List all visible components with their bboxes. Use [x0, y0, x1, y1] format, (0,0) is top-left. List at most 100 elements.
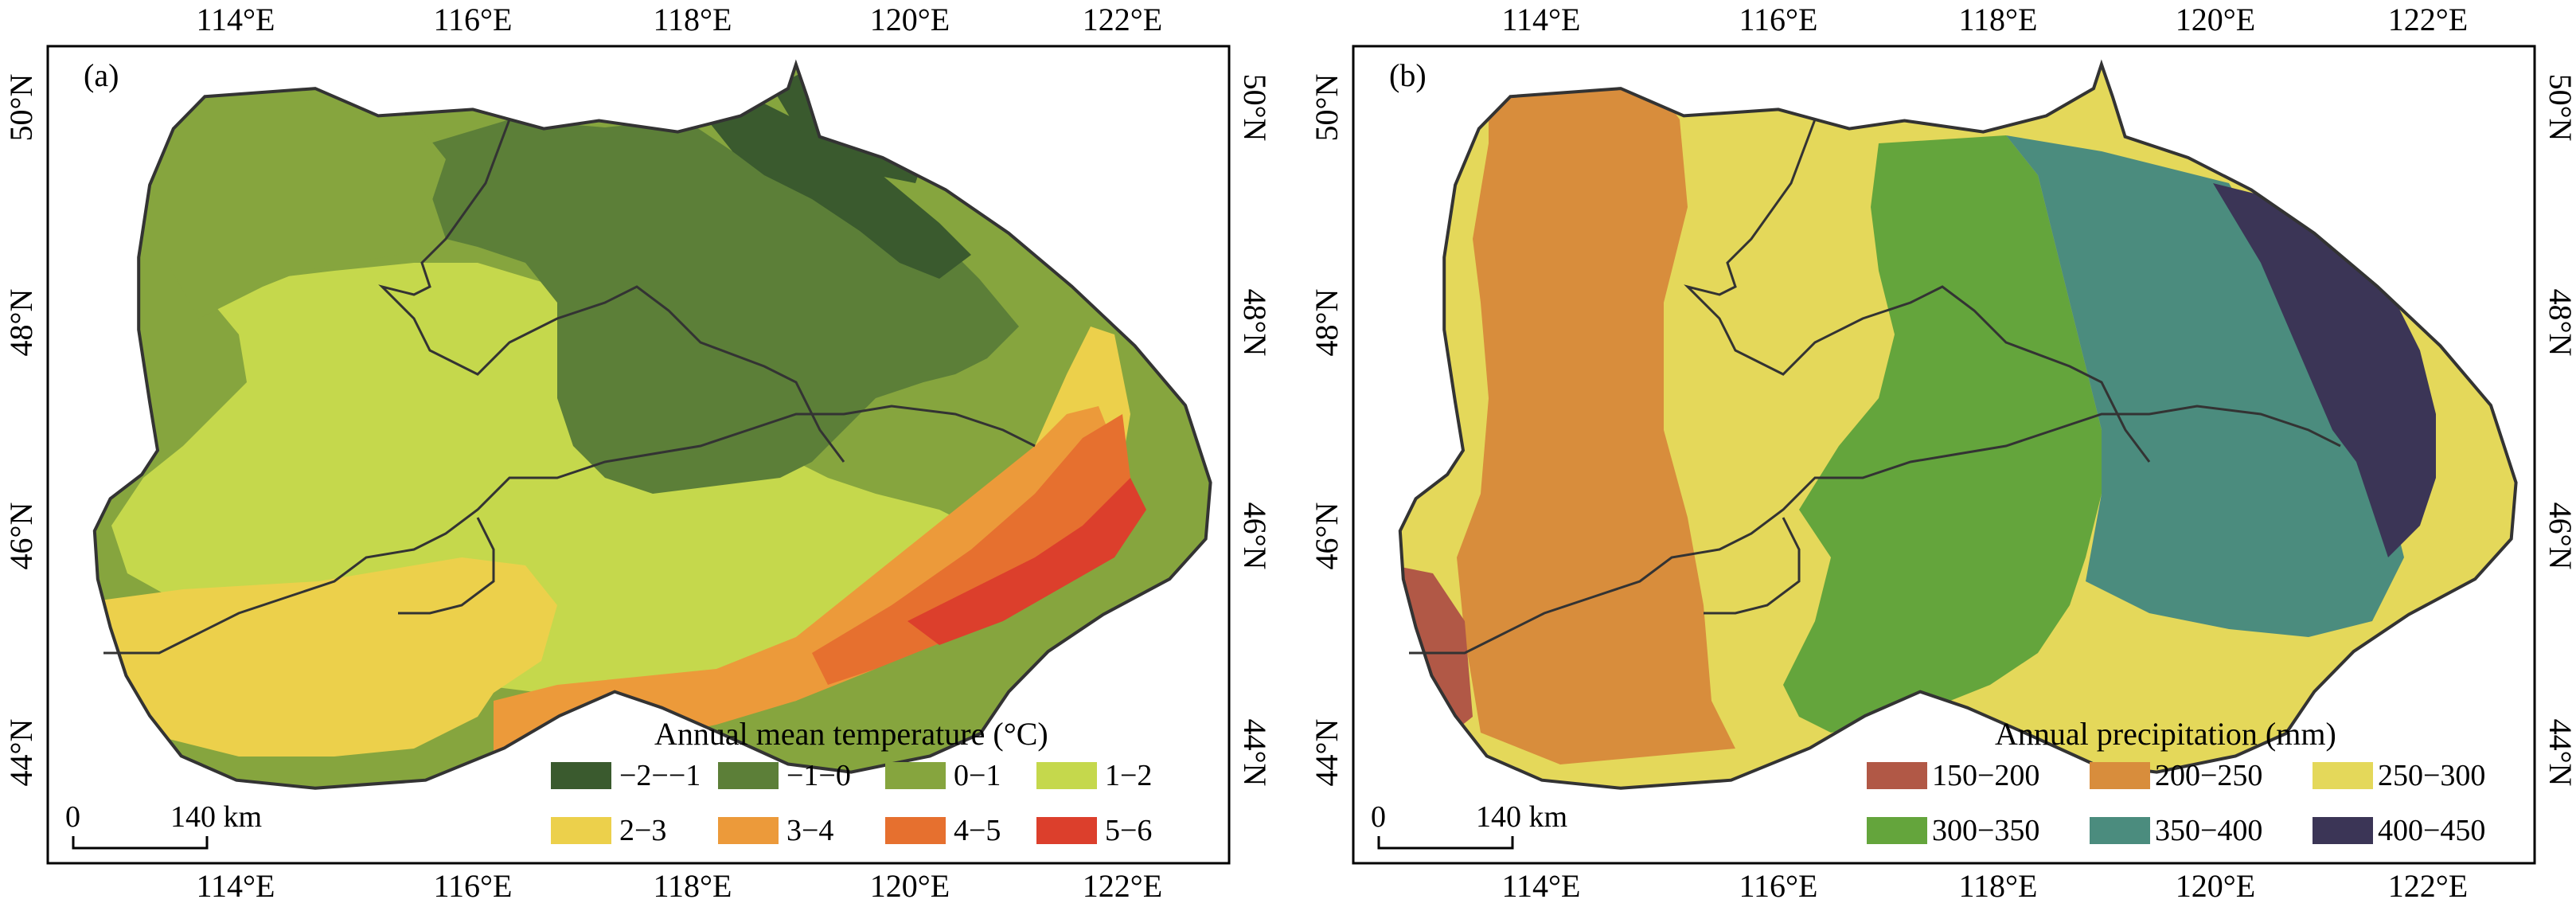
panel-label: (b) [1389, 57, 1427, 93]
x-tick-bottom: 118°E [1959, 868, 2038, 904]
zone-350-400 [2006, 135, 2404, 637]
legend-swatch [2313, 762, 2373, 789]
legend-label: 350−400 [2155, 814, 2262, 847]
y-tick-left: 44°N [3, 719, 39, 787]
legend-label: 300−350 [1932, 814, 2039, 847]
y-tick-right: 46°N [1237, 502, 1273, 570]
y-tick-left: 48°N [3, 289, 39, 357]
legend-swatch [2090, 817, 2150, 844]
legend-swatch [551, 762, 611, 789]
legend-label: 5−6 [1105, 814, 1152, 847]
admin-boundaries [1409, 119, 2341, 655]
legend-label: 400−450 [2378, 814, 2485, 847]
x-tick-top: 116°E [1739, 2, 1818, 37]
legend-swatch [718, 817, 779, 844]
legend-item: 5−6 [1036, 814, 1152, 847]
y-tick-left: 48°N [1309, 289, 1345, 357]
boundary-line [378, 119, 845, 463]
legend-label: 4−5 [954, 814, 1001, 847]
legend: Annual precipitation (mm) 150−200 200−25… [1867, 716, 2485, 847]
y-tick-left: 50°N [3, 74, 39, 142]
zone-300-350 [1783, 135, 2102, 733]
x-tick-bottom: 118°E [654, 868, 732, 904]
map-panel-precipitation: (b) 114°E 116°E 118°E 120°E 122°E 114°E … [1309, 2, 2576, 904]
legend-swatch [885, 817, 946, 844]
legend-item: 0−1 [885, 759, 1001, 792]
legend-swatch [718, 762, 779, 789]
legend-label: 2−3 [619, 814, 666, 847]
y-axis-ticks: 50°N 48°N 46°N 44°N 50°N 48°N 46°N 44°N [1309, 74, 2576, 787]
boundary-line [1409, 405, 2341, 655]
x-tick-bottom: 120°E [2176, 868, 2255, 904]
boundary-line [398, 517, 495, 615]
legend-item: 2−3 [551, 814, 666, 847]
x-tick-top: 120°E [2176, 2, 2255, 37]
boundary-line [1684, 119, 2151, 463]
y-tick-left: 46°N [3, 502, 39, 570]
zone-5-6 [907, 478, 1146, 645]
legend-item: 150−200 [1867, 759, 2039, 792]
y-tick-right: 44°N [1237, 719, 1273, 787]
legend-label: −1−0 [786, 759, 851, 792]
x-tick-top: 116°E [434, 2, 513, 37]
x-tick-top: 118°E [654, 2, 732, 37]
y-tick-right: 46°N [2543, 502, 2576, 570]
legend-item: 250−300 [2313, 759, 2485, 792]
x-tick-top: 120°E [870, 2, 950, 37]
y-tick-right: 50°N [1237, 74, 1273, 142]
legend-swatch [1867, 817, 1927, 844]
x-tick-top: 114°E [1502, 2, 1581, 37]
precipitation-raster [1399, 64, 2516, 788]
legend-swatch [2313, 817, 2373, 844]
legend-item: 300−350 [1867, 814, 2039, 847]
legend-item: −2−−1 [551, 759, 701, 792]
x-tick-bottom: 116°E [434, 868, 513, 904]
legend-item: 350−400 [2090, 814, 2262, 847]
x-tick-top: 122°E [2388, 2, 2468, 37]
legend-item: −1−0 [718, 759, 851, 792]
legend-label: 0−1 [954, 759, 1001, 792]
y-tick-left: 44°N [1309, 719, 1345, 787]
zone-200-250 [1457, 64, 1735, 764]
legend-label: 3−4 [786, 814, 833, 847]
scale-bar: 0 140 km [1371, 800, 1567, 850]
x-tick-bottom: 122°E [2388, 868, 2468, 904]
legend-swatch [1036, 762, 1097, 789]
legend-item: 200−250 [2090, 759, 2262, 792]
x-axis-ticks: 114°E 116°E 118°E 120°E 122°E 114°E 116°… [1502, 2, 2469, 904]
legend-item: 3−4 [718, 814, 833, 847]
scale-distance: 140 km [170, 800, 262, 834]
legend-label: 250−300 [2378, 759, 2485, 792]
y-tick-right: 50°N [2543, 74, 2576, 142]
y-tick-left: 50°N [1309, 74, 1345, 142]
zone-0-1-north [151, 88, 446, 319]
boundary-line [103, 405, 1036, 655]
region-outline [1398, 59, 2518, 790]
legend-label: 150−200 [1932, 759, 2039, 792]
panel-label: (a) [84, 57, 119, 93]
y-tick-left: 46°N [1309, 502, 1345, 570]
legend-title: Annual mean temperature (°C) [654, 716, 1048, 752]
x-axis-ticks: 114°E 116°E 118°E 120°E 122°E 114°E 116°… [197, 2, 1163, 904]
legend-title: Annual precipitation (mm) [1995, 716, 2336, 752]
legend-label: −2−−1 [619, 759, 701, 792]
x-tick-top: 118°E [1959, 2, 2038, 37]
zone-2-3 [94, 557, 557, 757]
x-tick-bottom: 114°E [197, 868, 275, 904]
x-tick-bottom: 114°E [1502, 868, 1581, 904]
y-axis-ticks: 50°N 48°N 46°N 44°N 50°N 48°N 46°N 44°N [3, 74, 1273, 787]
x-tick-bottom: 122°E [1083, 868, 1162, 904]
zone-4-5 [812, 414, 1130, 685]
legend-swatch [2090, 762, 2150, 789]
zone-400-450 [2213, 183, 2436, 557]
y-tick-right: 48°N [1237, 289, 1273, 357]
legend-item: 400−450 [2313, 814, 2485, 847]
x-tick-top: 122°E [1083, 2, 1162, 37]
legend-label: 1−2 [1105, 759, 1152, 792]
scale-zero: 0 [1371, 800, 1386, 834]
admin-boundaries [103, 119, 1036, 655]
region-outline [92, 59, 1212, 790]
legend-swatch [1036, 817, 1097, 844]
legend-item: 1−2 [1036, 759, 1152, 792]
